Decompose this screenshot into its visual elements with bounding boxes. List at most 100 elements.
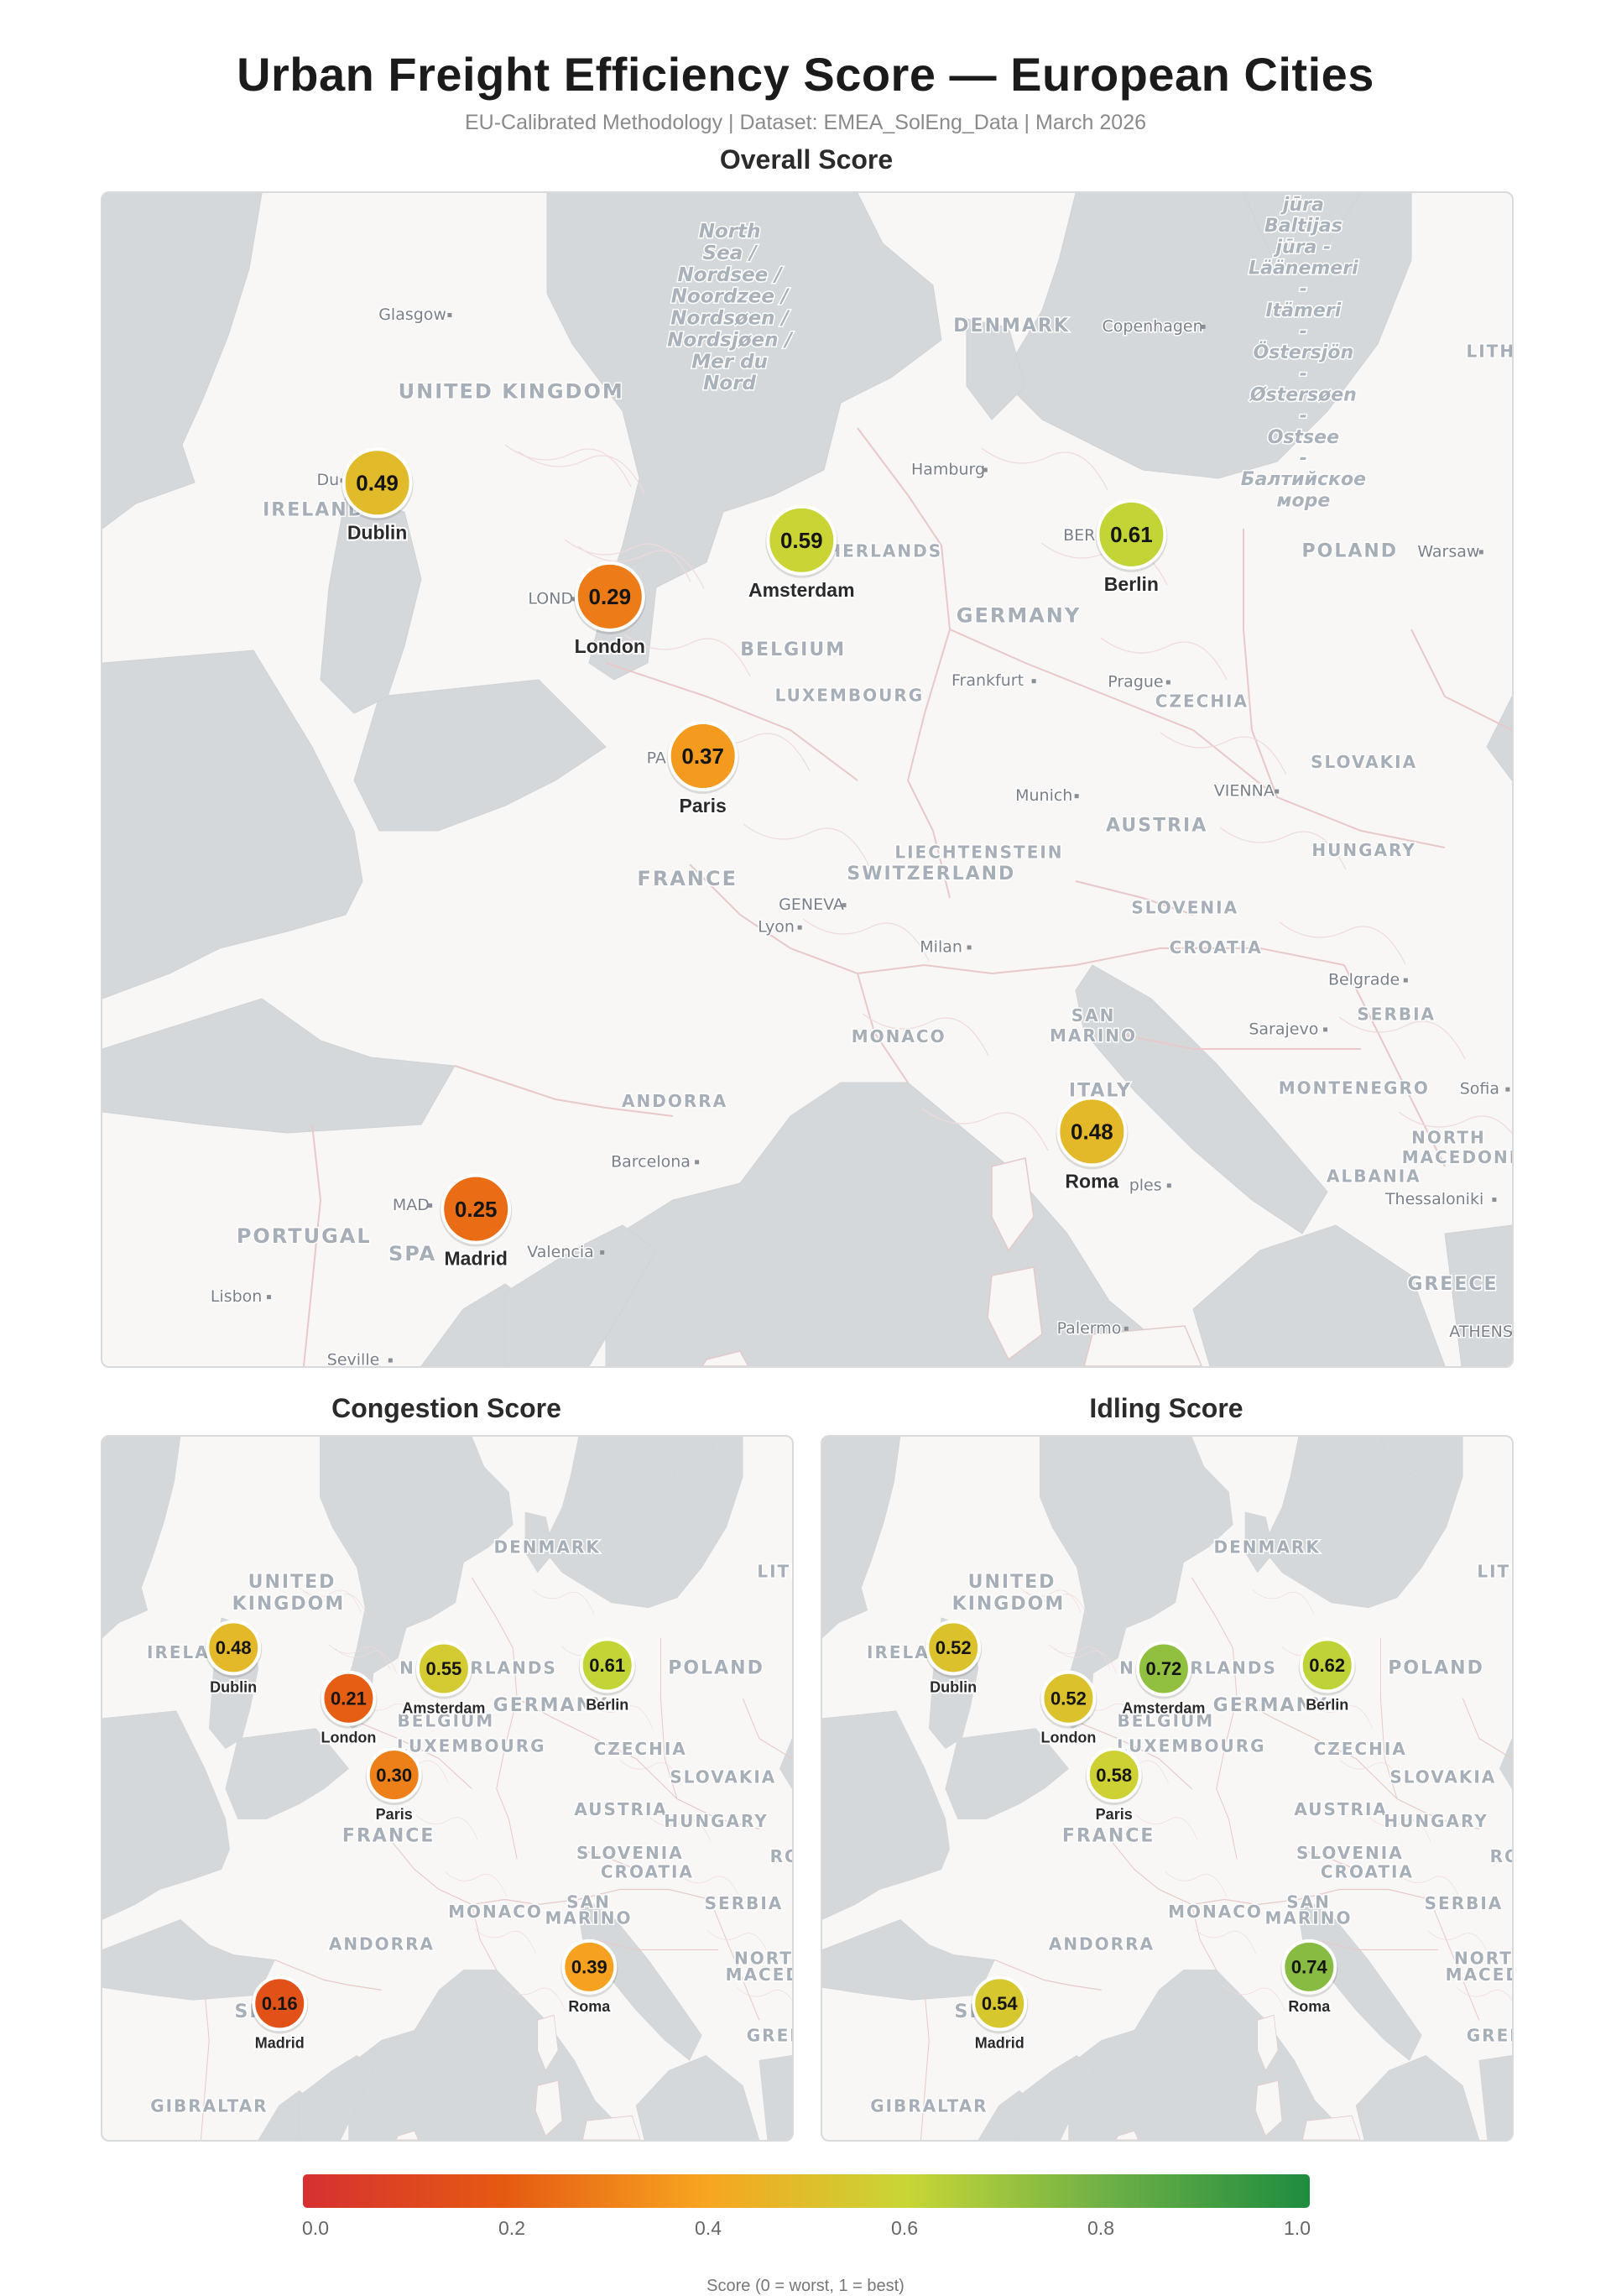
city-name-label: Dublin (930, 1678, 977, 1695)
country-label: SLOVENIA (1131, 897, 1238, 917)
place-label: Sarajevo (1249, 1020, 1318, 1038)
city-score-circle (766, 504, 837, 576)
city-name-label: Paris (680, 795, 727, 817)
city-name-label: Amsterdam (1122, 1700, 1205, 1717)
country-label: KINGDOM (232, 1594, 346, 1615)
city-marker-london[interactable]: 0.29 London (573, 561, 647, 659)
city-score-circle (667, 721, 738, 792)
city-marker-madrid[interactable]: 0.25 Madrid (440, 1173, 513, 1271)
place-label: Sofia (1460, 1080, 1499, 1098)
city-marker-amsterdam[interactable]: 0.72 Amsterdam (1120, 1641, 1207, 1719)
country-label: SERBIA (1357, 1004, 1436, 1025)
city-name-label: Madrid (445, 1248, 508, 1270)
city-marker-london[interactable]: 0.21 London (319, 1670, 378, 1748)
city-marker-roma[interactable]: 0.74 Roma (1280, 1939, 1338, 2017)
place-label: Palermo (1057, 1319, 1122, 1338)
country-label: SLOVENIA (576, 1843, 684, 1863)
sea-label: Itämeri (1265, 300, 1341, 321)
city-score-circle (1040, 1670, 1097, 1726)
sea-label: - (1300, 279, 1307, 300)
country-label: HUNGARY (1311, 840, 1415, 860)
place-label: Copenhagen (1103, 317, 1203, 336)
city-score-value: 0.59 (780, 528, 823, 553)
city-name-label: London (321, 1730, 376, 1746)
country-label: CZECHIA (1314, 1739, 1407, 1759)
country-label: IRELA (147, 1642, 210, 1662)
city-marker-amsterdam[interactable]: 0.59 Amsterdam (747, 504, 857, 603)
place-label: Seville (327, 1351, 380, 1366)
city-marker-madrid[interactable]: 0.16 Madrid (251, 1975, 309, 2053)
city-score-value: 0.48 (216, 1637, 252, 1658)
country-label: CZECHIA (594, 1739, 687, 1759)
country-label: POLAND (1302, 540, 1399, 561)
city-score-value: 0.55 (425, 1658, 461, 1679)
country-label: MARINO (1050, 1025, 1137, 1046)
overall-map-title: Overall Score (719, 144, 894, 175)
place-label: GENEVA (779, 895, 844, 914)
country-label: MARINO (545, 1908, 633, 1928)
city-marker-berlin[interactable]: 0.61 Berlin (578, 1637, 636, 1714)
country-label: SAN (1286, 1892, 1331, 1912)
sea-label: - (1300, 321, 1307, 342)
city-marker-dublin[interactable]: 0.48 Dublin (205, 1620, 263, 1697)
overall-score-map[interactable]: North Sea / Nordsee / Noordzee / Nordsøen / N… (101, 191, 1514, 1368)
city-name-label: Berlin (1104, 573, 1159, 595)
country-label: GIBRALTAR (870, 2095, 988, 2116)
idling-score-map[interactable]: UNITEDKINGDOMIRELADENMARKLITHNETHERLANDS… (821, 1435, 1514, 2142)
country-label: CZECHIA (1155, 691, 1249, 711)
city-marker-madrid[interactable]: 0.54 Madrid (971, 1975, 1029, 2053)
city-score-value: 0.58 (1096, 1765, 1132, 1786)
city-marker-roma[interactable]: 0.39 Roma (560, 1939, 618, 2017)
city-marker-berlin[interactable]: 0.62 Berlin (1298, 1637, 1356, 1714)
city-score-circle (1299, 1637, 1355, 1693)
sea-label: - (1300, 406, 1307, 427)
city-marker-paris[interactable]: 0.30 Paris (365, 1747, 423, 1824)
sea-label: - (1300, 363, 1307, 384)
page-title: Urban Freight Efficiency Score — Europea… (237, 48, 1374, 101)
colorbar-title: Score (0 = worst, 1 = best) (706, 2277, 905, 2295)
city-marker-roma[interactable]: 0.48 Roma (1056, 1096, 1129, 1193)
country-label: BELGIUM (398, 1710, 495, 1730)
colorbar-tick-label: 0.2 (498, 2217, 525, 2239)
city-name-label: Madrid (255, 2034, 305, 2051)
place-label: Thessaloniki (1384, 1190, 1483, 1208)
city-name-label: Amsterdam (402, 1700, 485, 1717)
country-label: RO (1490, 1846, 1512, 1866)
place-label: Munich (1015, 786, 1072, 805)
city-marker-paris[interactable]: 0.58 Paris (1085, 1747, 1143, 1824)
country-label: GREEC (1467, 2026, 1512, 2046)
sea-label: Nord (703, 373, 756, 394)
colorbar-tick-label: 1.0 (1284, 2217, 1311, 2239)
city-score-value: 0.61 (589, 1655, 625, 1676)
city-score-circle (321, 1670, 377, 1726)
place-label: MAD (393, 1196, 430, 1214)
country-label: ALBANIA (1327, 1166, 1421, 1187)
sea-label: Sea / (703, 243, 759, 264)
place-label: Belgrade (1328, 971, 1400, 989)
city-marker-dublin[interactable]: 0.52 Dublin (925, 1620, 983, 1697)
sea-label: Mer du (691, 351, 768, 373)
country-label: LITH (1477, 1562, 1512, 1582)
country-label: LITH (757, 1562, 792, 1582)
country-label: DENMARK (953, 316, 1070, 337)
city-marker-berlin[interactable]: 0.61 Berlin (1095, 498, 1168, 597)
country-label: MACEDONIA (1402, 1147, 1512, 1167)
sea-label: Ostsee (1268, 427, 1339, 448)
country-label: SPA (388, 1242, 436, 1265)
city-name-label: Roma (1288, 1998, 1331, 2015)
city-marker-amsterdam[interactable]: 0.55 Amsterdam (400, 1641, 487, 1719)
city-marker-london[interactable]: 0.52 London (1039, 1670, 1097, 1748)
country-label: IRELA (867, 1642, 930, 1662)
city-score-circle (579, 1637, 635, 1693)
city-score-circle (252, 1975, 308, 2032)
city-score-value: 0.29 (588, 584, 631, 609)
country-label: UNITED (248, 1572, 336, 1593)
country-label: MONACO (852, 1026, 946, 1046)
country-label: UNITED (968, 1572, 1056, 1593)
city-marker-paris[interactable]: 0.37 Paris (666, 721, 739, 818)
city-name-label: London (575, 635, 645, 657)
country-label: GERMANY (493, 1695, 608, 1716)
city-marker-dublin[interactable]: 0.49 Dublin (341, 447, 414, 545)
colorbar-tick-label: 0.8 (1087, 2217, 1114, 2239)
congestion-score-map[interactable]: UNITEDKINGDOMIRELADENMARKLITHNETHERLANDS… (101, 1435, 794, 2142)
